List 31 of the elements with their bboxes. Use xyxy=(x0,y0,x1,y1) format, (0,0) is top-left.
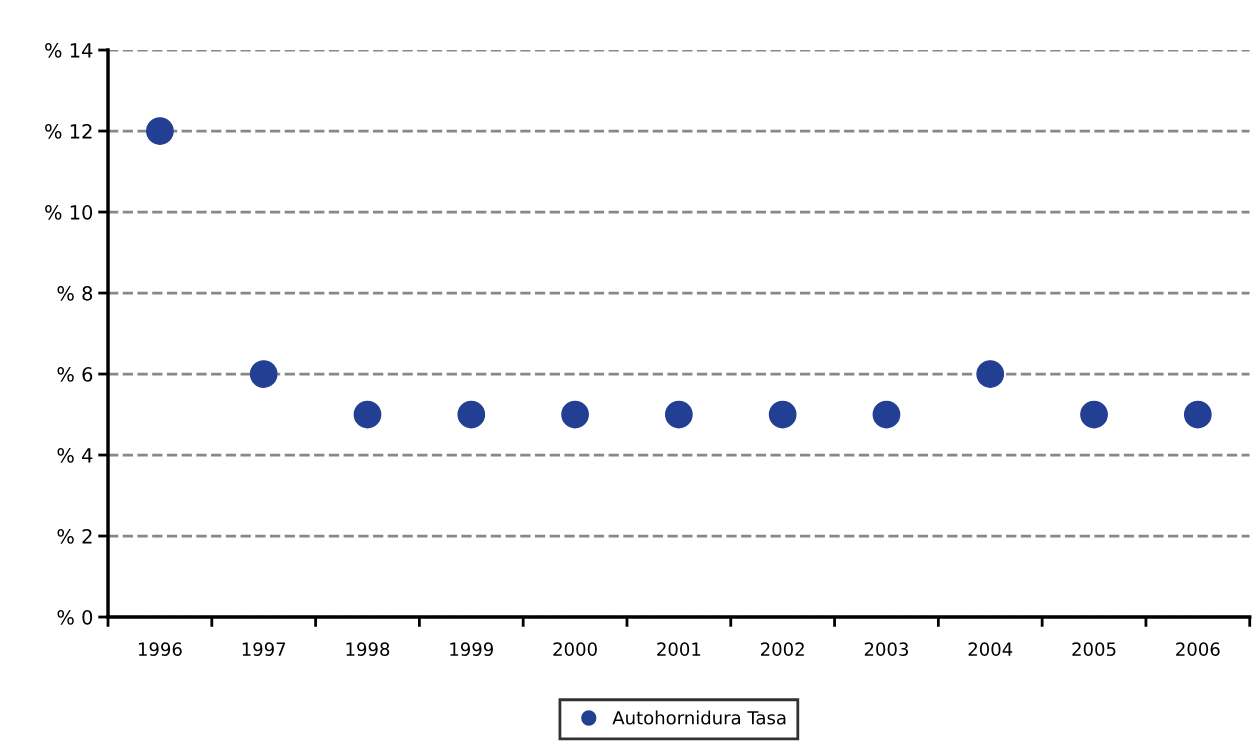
x-tick-label: 2001 xyxy=(657,642,701,656)
point xyxy=(976,360,1005,388)
x-tick-label: 2000 xyxy=(553,642,597,656)
point xyxy=(664,400,693,429)
y-tick-label: % 8 xyxy=(57,285,93,301)
y-tick-label: % 0 xyxy=(57,609,93,625)
point xyxy=(768,400,797,429)
point xyxy=(146,117,174,145)
x-tick-label: 1997 xyxy=(242,642,286,656)
x-tick-label: 2004 xyxy=(968,642,1013,656)
y-tick-label: % 4 xyxy=(57,447,93,463)
point xyxy=(249,360,278,388)
point xyxy=(561,400,589,429)
point xyxy=(1183,400,1212,429)
x-tick-label: 2006 xyxy=(1176,642,1220,656)
x-tick-label: 1999 xyxy=(450,642,493,656)
x-tick-label: 2002 xyxy=(761,642,804,656)
legend-label: Autohornidura Tasa xyxy=(612,710,786,725)
y-tick-label: % 14 xyxy=(45,43,93,58)
x-tick-label: 2005 xyxy=(1072,642,1116,656)
point xyxy=(872,400,901,429)
point xyxy=(353,400,382,429)
point xyxy=(1080,400,1108,429)
point xyxy=(457,400,486,429)
x-tick-label: 1998 xyxy=(346,642,390,656)
y-tick-label: % 6 xyxy=(57,366,93,382)
y-tick-label: % 10 xyxy=(45,205,93,220)
y-tick-label: % 12 xyxy=(45,124,92,139)
x-tick-label: 2003 xyxy=(864,642,908,656)
y-tick-label: % 2 xyxy=(57,528,92,544)
x-tick-label: 1996 xyxy=(138,642,182,656)
